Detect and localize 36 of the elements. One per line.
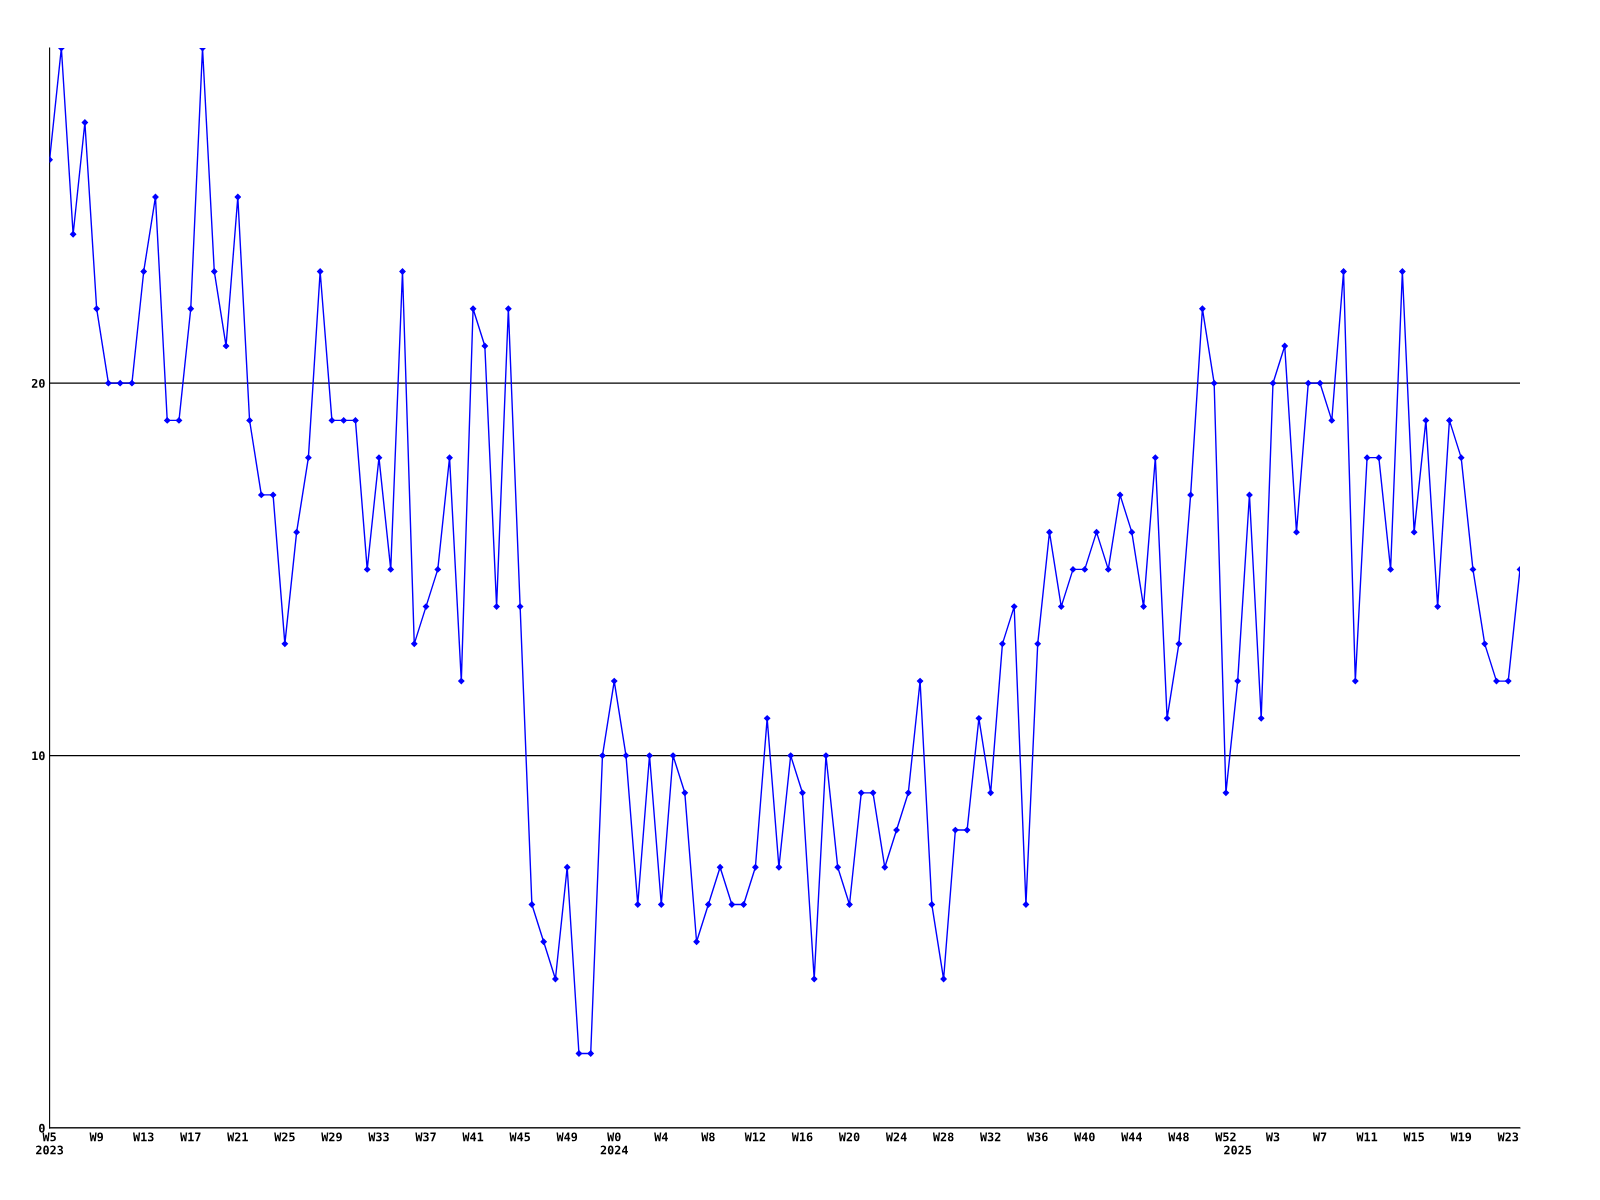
x-tick-label: W44 <box>1121 1132 1142 1142</box>
x-tick-label: W9 <box>89 1132 104 1142</box>
x-tick-label: W3 <box>1265 1132 1280 1142</box>
y-tick-label: 10 <box>32 751 45 761</box>
x-tick-label: W24 <box>885 1132 907 1142</box>
x-tick-label: W36 <box>1027 1132 1048 1142</box>
x-tick-label: W0 2024 <box>600 1132 628 1155</box>
x-tick-label: 2025 <box>1224 1145 1252 1155</box>
x-tick-label: W4 <box>654 1132 668 1142</box>
y-tick-label: 0 <box>39 1123 45 1133</box>
x-tick-label: W11 <box>1356 1132 1378 1142</box>
x-tick-label: W29 <box>321 1132 342 1142</box>
x-tick-label: W37 <box>415 1132 436 1142</box>
x-tick-label: W28 <box>932 1132 954 1142</box>
x-tick-label: W16 <box>791 1132 813 1142</box>
x-tick-label: W7 <box>1312 1132 1327 1142</box>
x-tick-label: W32 <box>980 1132 1001 1142</box>
x-tick-label: W23 <box>1497 1132 1519 1142</box>
x-tick-label: W49 <box>556 1132 578 1142</box>
x-tick-label: W21 <box>227 1132 248 1142</box>
x-tick-label: W52 <box>1215 1132 1236 1142</box>
x-tick-label: W12 <box>744 1132 766 1142</box>
x-tick-label: W41 <box>462 1132 484 1142</box>
x-tick-label: W13 <box>133 1132 154 1142</box>
x-tick-label: W48 <box>1168 1132 1189 1142</box>
x-tick-label: W25 <box>274 1132 295 1142</box>
x-tick-label: W5 2023 <box>36 1132 64 1155</box>
x-tick-label: W20 <box>838 1132 860 1142</box>
x-tick-label: W19 <box>1450 1132 1472 1142</box>
y-tick-label: 20 <box>31 378 45 388</box>
x-tick-label: W17 <box>180 1132 201 1142</box>
x-tick-label: W33 <box>368 1132 389 1142</box>
x-tick-label: W40 <box>1074 1132 1095 1142</box>
x-tick-label: W45 <box>509 1132 530 1142</box>
x-tick-label: W8 <box>701 1132 715 1142</box>
x-tick-label: W15 <box>1403 1132 1424 1142</box>
